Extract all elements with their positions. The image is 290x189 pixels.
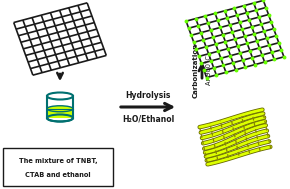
- Text: Ar 900°C: Ar 900°C: [206, 55, 212, 85]
- Text: Carbonization: Carbonization: [193, 43, 199, 98]
- FancyBboxPatch shape: [3, 148, 113, 186]
- Text: The mixture of TNBT,: The mixture of TNBT,: [19, 158, 97, 164]
- Ellipse shape: [47, 106, 73, 112]
- Text: Hydrolysis: Hydrolysis: [125, 91, 171, 100]
- Bar: [47, 109, 73, 118]
- Text: H₂O/Ethanol: H₂O/Ethanol: [122, 114, 174, 123]
- Text: CTAB and ethanol: CTAB and ethanol: [25, 172, 91, 178]
